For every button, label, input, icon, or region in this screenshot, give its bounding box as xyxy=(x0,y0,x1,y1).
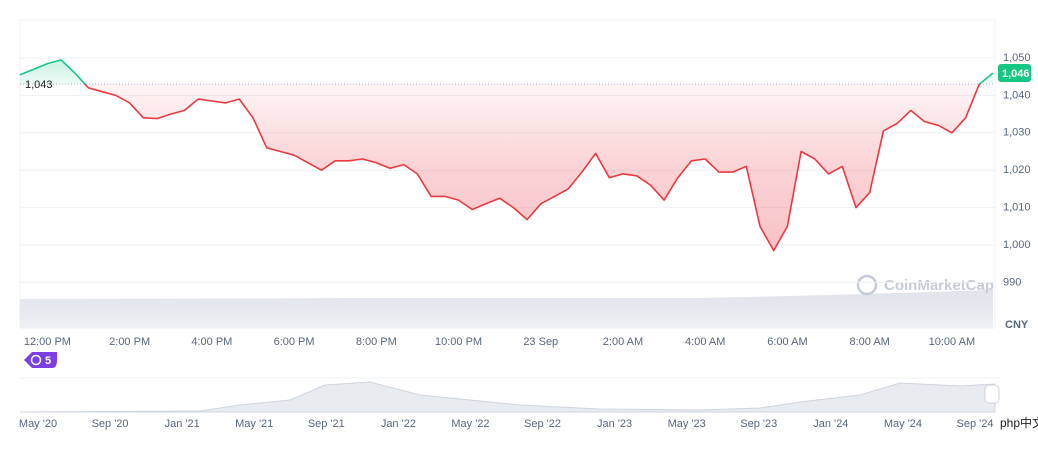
navigator-label: May '20 xyxy=(19,418,57,430)
x-tick-label: 4:00 PM xyxy=(191,336,232,348)
navigator-label: Jan '21 xyxy=(165,418,200,430)
y-tick-label: 1,030 xyxy=(1003,127,1031,139)
y-tick-label: 990 xyxy=(1003,276,1021,288)
navigator-label: May '23 xyxy=(668,418,706,430)
navigator xyxy=(19,377,1000,413)
navigator-label: Sep '22 xyxy=(524,418,561,430)
navigator-label: May '22 xyxy=(451,418,489,430)
history-badge[interactable]: 5 xyxy=(24,352,57,368)
x-tick-label: 10:00 PM xyxy=(435,336,482,348)
navigator-label: May '24 xyxy=(884,418,922,430)
x-tick-label: 4:00 AM xyxy=(685,336,725,348)
volume-area xyxy=(20,290,993,328)
price-line xyxy=(19,59,994,252)
badge-count[interactable]: 5 xyxy=(45,355,51,367)
y-tick-label: 1,010 xyxy=(1003,201,1031,213)
navigator-label: Sep '23 xyxy=(740,418,777,430)
x-tick-label: 8:00 AM xyxy=(849,336,889,348)
x-tick-label: 23 Sep xyxy=(523,336,558,348)
x-tick-label: 8:00 PM xyxy=(356,336,397,348)
x-tick-label: 6:00 PM xyxy=(274,336,315,348)
navigator-label: Jan '22 xyxy=(381,418,416,430)
navigator-label: Sep '21 xyxy=(308,418,345,430)
y-tick-label: 1,020 xyxy=(1003,164,1031,176)
currency-label: CNY xyxy=(1005,319,1029,331)
watermark-text: CoinMarketCap xyxy=(884,277,994,294)
watermark: CoinMarketCap xyxy=(856,274,994,296)
x-tick-label: 2:00 AM xyxy=(603,336,643,348)
baseline-label: 1,043 xyxy=(25,79,53,91)
site-watermark: php中文网 xyxy=(1000,415,1038,430)
y-tick-label: 1,040 xyxy=(1003,89,1031,101)
y-tick-label: 1,000 xyxy=(1003,239,1031,251)
x-tick-label: 6:00 AM xyxy=(767,336,807,348)
area xyxy=(20,59,993,251)
navigator-label: Jan '23 xyxy=(597,418,632,430)
current-price-label: 1,046 xyxy=(1002,68,1030,80)
x-tick-label: 12:00 PM xyxy=(24,336,71,348)
y-tick-label: 1,050 xyxy=(1003,52,1031,64)
navigator-label: Sep '24 xyxy=(957,418,994,430)
x-tick-label: 2:00 PM xyxy=(109,336,150,348)
x-tick-label: 10:00 AM xyxy=(929,336,975,348)
navigator-label: Sep '20 xyxy=(92,418,129,430)
current-price-badge xyxy=(998,63,1031,82)
navigator-label: Jan '24 xyxy=(813,418,848,430)
navigator-label: May '21 xyxy=(235,418,273,430)
navigator-handle[interactable] xyxy=(984,384,1000,404)
